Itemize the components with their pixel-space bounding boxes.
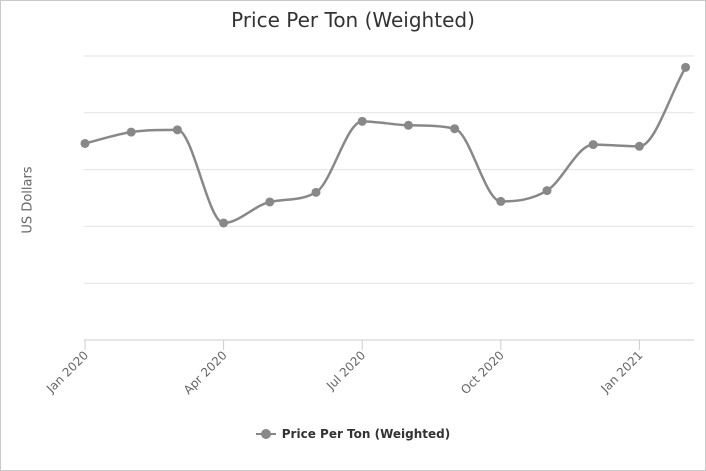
chart-title: Price Per Ton (Weighted) xyxy=(231,8,475,32)
data-point-2020-05[interactable] xyxy=(265,197,275,207)
x-tick-label: Apr 2020 xyxy=(181,348,230,397)
data-point-2020-10[interactable] xyxy=(496,196,506,206)
legend-label: Price Per Ton (Weighted) xyxy=(281,427,451,441)
x-tick-label: Jul 2020 xyxy=(323,348,368,393)
data-point-2020-11[interactable] xyxy=(542,186,552,196)
data-point-2020-06[interactable] xyxy=(311,187,321,197)
data-point-2020-04[interactable] xyxy=(219,218,229,228)
legend-item[interactable]: Price Per Ton (Weighted) xyxy=(255,427,451,441)
data-point-2021-01[interactable] xyxy=(634,141,644,151)
x-tick-label: Jan 2021 xyxy=(598,348,646,396)
legend-marker-icon xyxy=(255,428,276,440)
data-point-2021-02[interactable] xyxy=(681,62,691,72)
data-point-2020-08[interactable] xyxy=(403,120,413,130)
data-point-2020-01[interactable] xyxy=(80,138,90,148)
legend: Price Per Ton (Weighted) xyxy=(0,427,706,441)
data-point-2020-09[interactable] xyxy=(450,124,460,134)
data-point-2020-03[interactable] xyxy=(172,125,182,135)
x-tick-label: Oct 2020 xyxy=(458,348,507,397)
data-point-2020-12[interactable] xyxy=(588,140,598,150)
data-point-2020-07[interactable] xyxy=(357,116,367,126)
x-tick-label: Jan 2020 xyxy=(43,348,91,396)
data-point-2020-02[interactable] xyxy=(126,127,136,137)
